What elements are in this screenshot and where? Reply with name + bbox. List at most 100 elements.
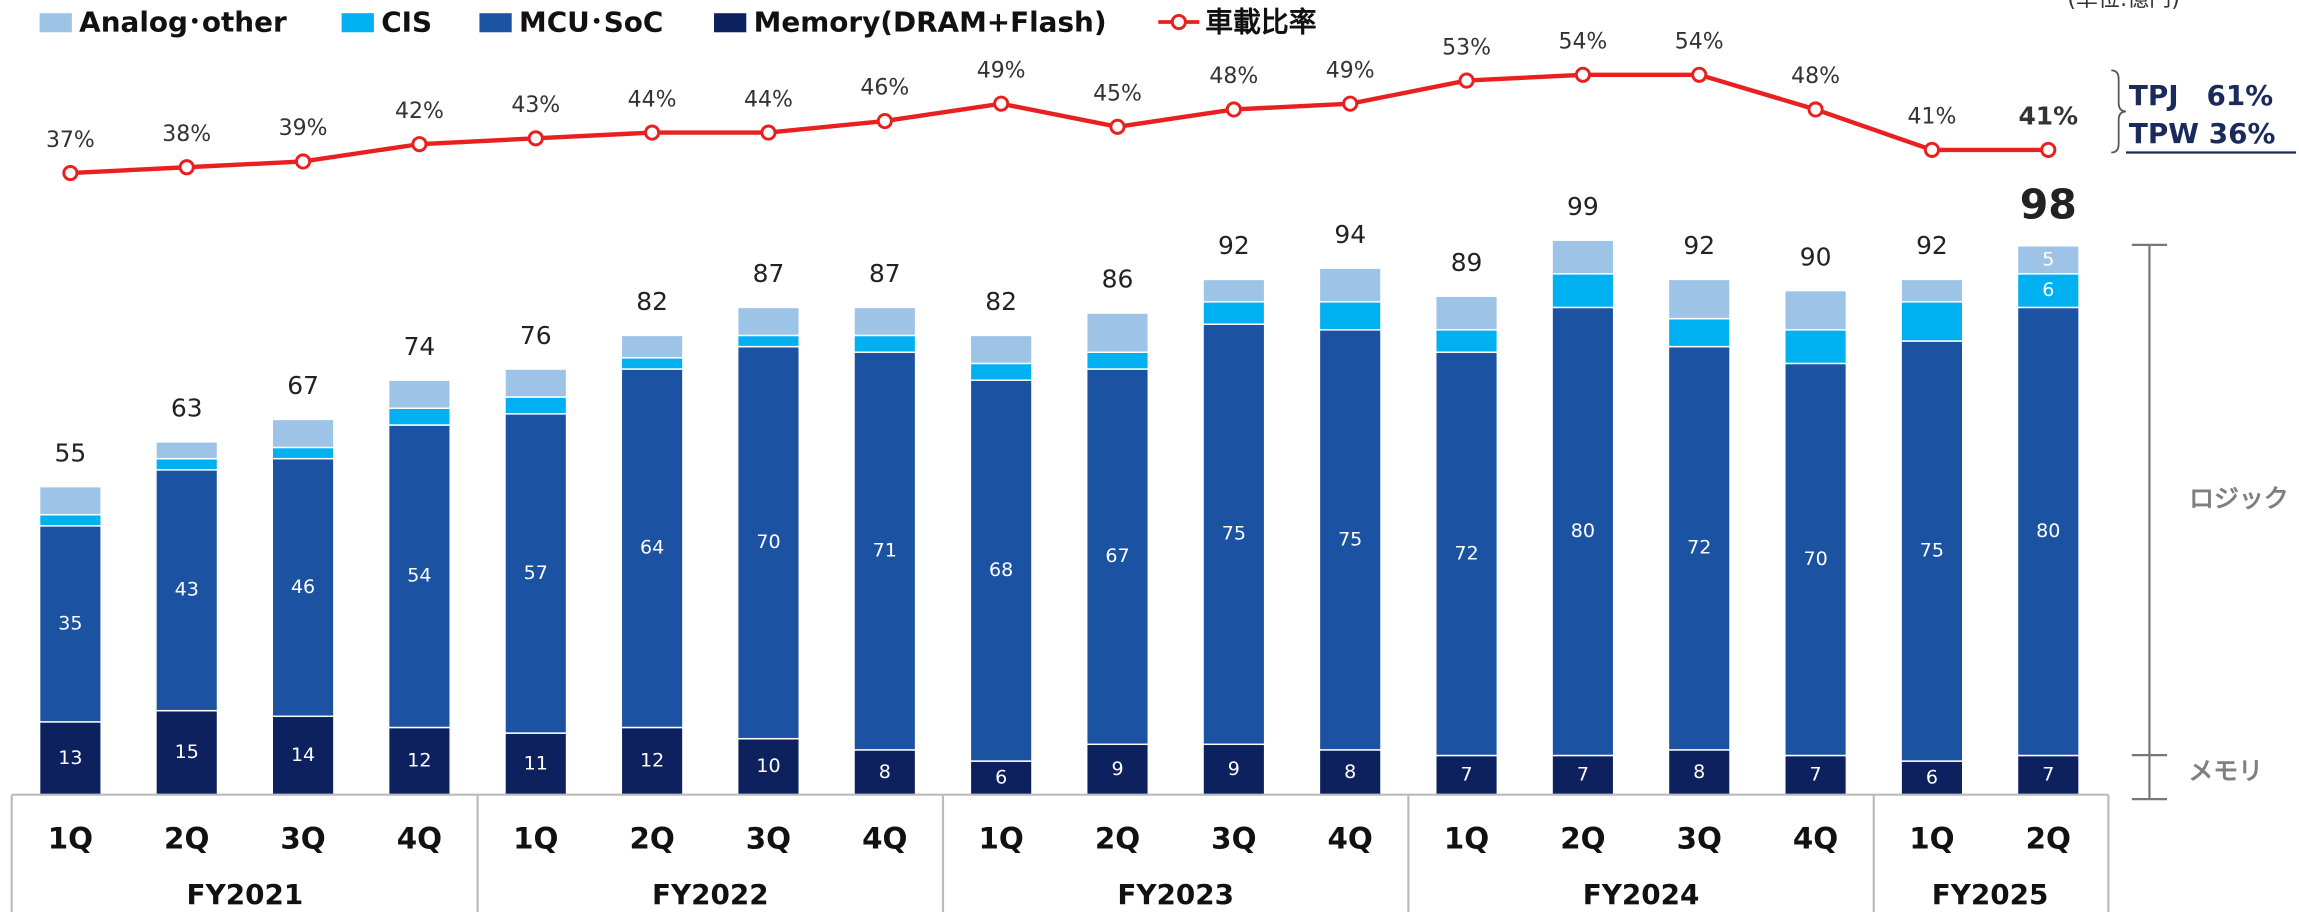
total-label: 86 — [1102, 265, 1134, 294]
segment-label: 11 — [524, 752, 548, 774]
bar-segment — [1085, 312, 1150, 353]
ratio-marker — [876, 112, 893, 130]
segment-label: 70 — [756, 531, 780, 553]
ratio-label: 44% — [744, 87, 793, 112]
bar-segment — [1667, 317, 1731, 348]
total-label: 76 — [520, 321, 552, 350]
bar-segment — [620, 357, 684, 370]
bar-segment — [38, 721, 102, 796]
bar-segment — [504, 368, 568, 398]
total-label: 82 — [636, 287, 668, 316]
legend-label: CIS — [381, 5, 432, 38]
x-tick-label: 2Q — [1560, 822, 1605, 856]
total-label: 67 — [287, 371, 319, 400]
legend-label: Analog･other — [79, 5, 287, 38]
bar-segment — [1435, 329, 1499, 353]
memory-label: メモリ — [2188, 757, 2263, 786]
total-label: 92 — [1683, 231, 1715, 260]
total-label: 87 — [753, 259, 785, 288]
group-label: FY2022 — [652, 878, 769, 911]
segment-label: 75 — [1222, 523, 1246, 545]
segment-label: 35 — [58, 612, 82, 634]
bar-segment — [2016, 306, 2080, 757]
segment-label: 5 — [2042, 248, 2054, 270]
ratio-marker — [644, 124, 661, 141]
segment-label: 75 — [1920, 540, 1944, 562]
segment-label: 7 — [1460, 764, 1472, 786]
bar-segment — [1202, 323, 1266, 746]
segment-label: 68 — [989, 559, 1013, 581]
ratio-label: 49% — [977, 58, 1026, 83]
bar-segment — [620, 368, 684, 729]
ratio-label: 54% — [1675, 30, 1724, 55]
legend-swatch — [39, 13, 72, 33]
total-label: 92 — [1916, 231, 1948, 260]
ratio-marker — [1923, 141, 1940, 158]
bar-segment — [853, 351, 917, 751]
bar-segment — [271, 457, 335, 718]
segment-label: 54 — [407, 565, 431, 587]
segment-label: 46 — [291, 576, 315, 598]
segment-label: 9 — [1111, 758, 1123, 780]
ratio-label: 41% — [1907, 105, 1956, 130]
ratio-marker — [1225, 101, 1242, 118]
x-tick-label: 1Q — [48, 822, 93, 856]
legend-label: 車載比率 — [1205, 5, 1316, 38]
x-tick-label: 3Q — [1677, 822, 1722, 856]
legend-label: MCU･SoC — [519, 5, 663, 38]
segment-label: 13 — [58, 747, 82, 769]
bar-segment — [969, 379, 1033, 762]
ratio-label: 48% — [1791, 64, 1840, 89]
bar-segment — [1318, 329, 1382, 751]
bar-segment — [1551, 754, 1615, 796]
segment-label: 7 — [1577, 764, 1589, 786]
legend-marker — [1170, 13, 1187, 31]
bar-segment — [1435, 295, 1499, 331]
bar-segment — [1900, 340, 1964, 762]
bar-segment — [1318, 267, 1382, 303]
ratio-label: 44% — [628, 87, 677, 112]
segment-label: 72 — [1687, 537, 1711, 559]
bar-segment — [1900, 278, 1964, 303]
ratio-label: 54% — [1558, 30, 1607, 55]
ratio-marker — [1574, 66, 1591, 83]
ratio-label: 49% — [1326, 58, 1375, 83]
total-label: 74 — [404, 332, 436, 361]
segment-label: 6 — [2042, 279, 2054, 301]
segment-label: 6 — [1926, 766, 1938, 788]
group-label: FY2024 — [1583, 878, 1700, 911]
x-tick-label: 1Q — [978, 822, 1023, 856]
segment-label: 6 — [995, 766, 1007, 788]
bar-segment — [155, 469, 219, 712]
total-label: 99 — [1567, 192, 1599, 221]
total-label: 98 — [2020, 181, 2077, 229]
group-label: FY2025 — [1932, 878, 2049, 911]
segment-label: 14 — [291, 744, 315, 766]
ratio-marker — [760, 124, 777, 141]
ratio-label: 53% — [1442, 35, 1491, 60]
total-label: 89 — [1451, 248, 1483, 277]
total-label: 94 — [1334, 220, 1366, 249]
legend-label: Memory(DRAM+Flash) — [754, 5, 1107, 38]
total-label: 90 — [1800, 242, 1832, 271]
bar-segment — [387, 407, 451, 426]
ratio-label: 43% — [511, 93, 560, 118]
bar-segment — [271, 418, 335, 449]
bar-segment — [969, 334, 1033, 365]
segment-label: 8 — [879, 761, 891, 783]
segment-label: 75 — [1338, 528, 1362, 550]
x-tick-label: 4Q — [1793, 822, 1838, 856]
bar-segment — [155, 441, 219, 460]
total-label: 87 — [869, 259, 901, 288]
bar-segment — [1900, 301, 1964, 342]
ratio-label: 45% — [1093, 82, 1142, 107]
segment-label: 72 — [1454, 542, 1478, 564]
segment-label: 67 — [1105, 545, 1129, 567]
total-label: 63 — [171, 394, 203, 423]
x-tick-label: 3Q — [280, 822, 325, 856]
ratio-marker — [1807, 101, 1824, 118]
bar-segment — [1667, 345, 1731, 751]
segment-label: 57 — [524, 562, 548, 584]
bar-segment — [1202, 278, 1266, 303]
